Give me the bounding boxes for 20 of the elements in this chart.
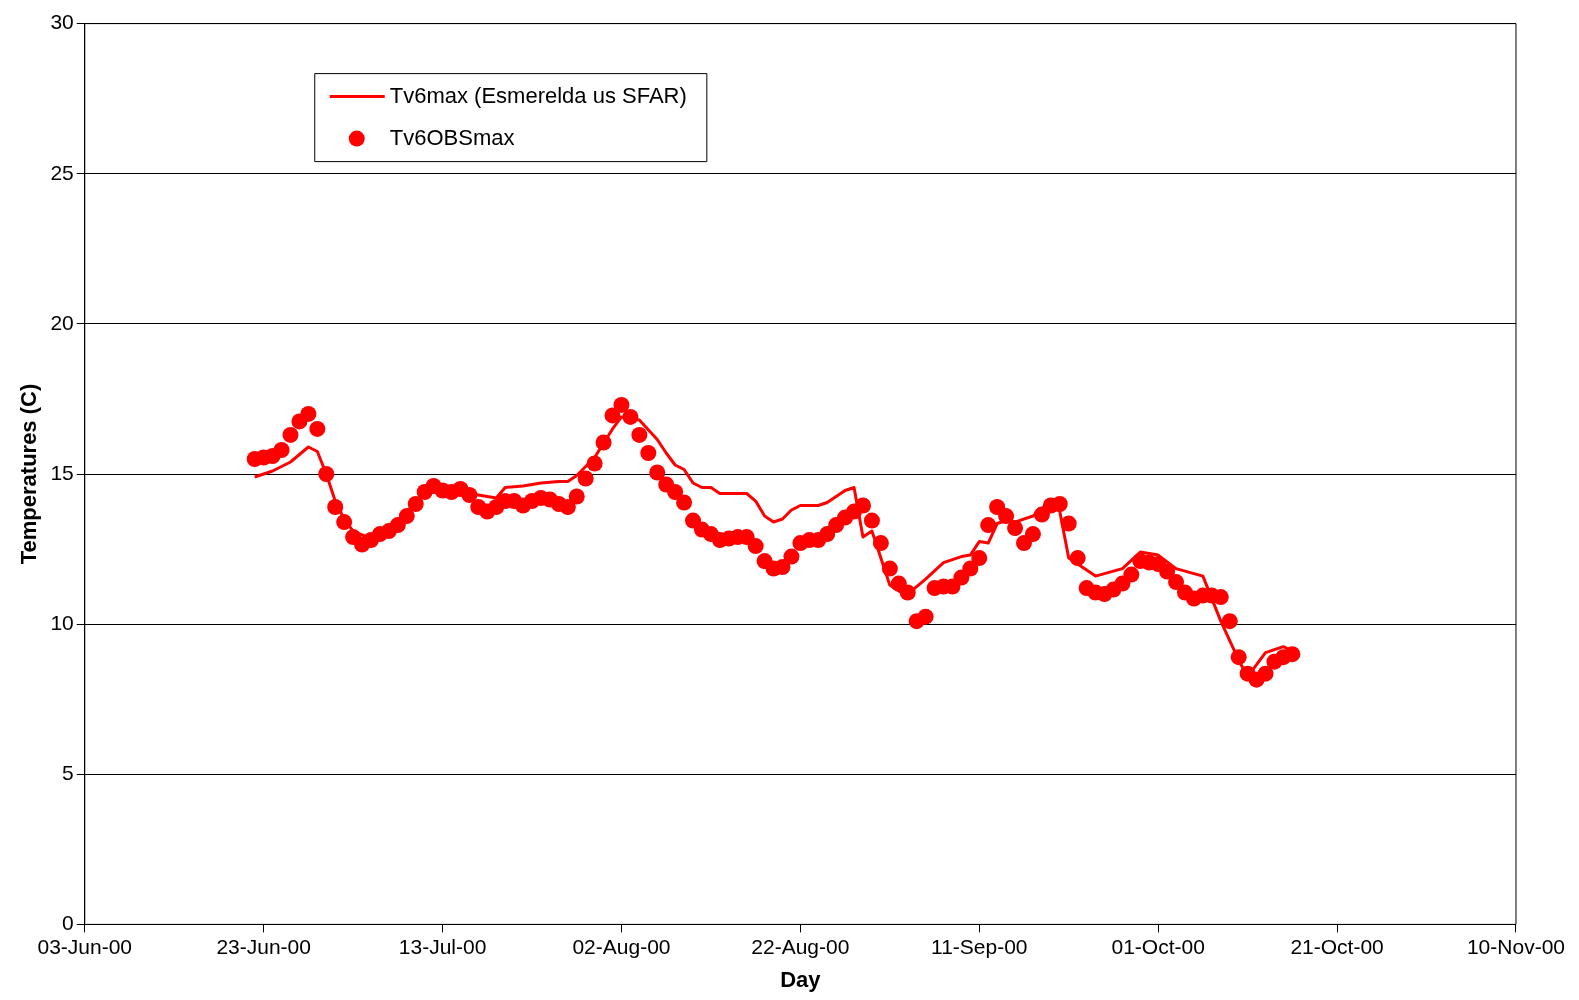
y-tick-label: 30 [50,10,74,34]
x-tick-label: 03-Jun-00 [37,934,133,958]
y-tick-label: 25 [50,160,74,184]
x-tick-label: 02-Aug-00 [572,934,671,958]
x-tick-label: 23-Jun-00 [216,934,311,958]
x-tick-label: 13-Jul-00 [398,934,487,958]
y-tick-label: 0 [62,911,74,935]
y-tick-label: 10 [50,610,74,634]
y-tick-label: 5 [62,761,74,785]
legend-label: Tv6OBSmax [389,124,515,150]
y-tick-label: 15 [50,460,74,484]
x-tick-label: 22-Aug-00 [751,934,850,958]
x-tick-label: 10-Nov-00 [1466,934,1566,958]
y-tick-label: 20 [50,310,74,334]
y-axis-title: Temperatures (C) [16,383,42,565]
x-axis-title: Day [780,966,822,992]
x-tick-label: 11-Sep-00 [931,934,1028,958]
x-tick-label: 21-Oct-00 [1290,934,1384,958]
x-tick-label: 01-Oct-00 [1111,934,1205,958]
legend-label: Tv6max (Esmerelda us SFAR) [389,82,687,108]
